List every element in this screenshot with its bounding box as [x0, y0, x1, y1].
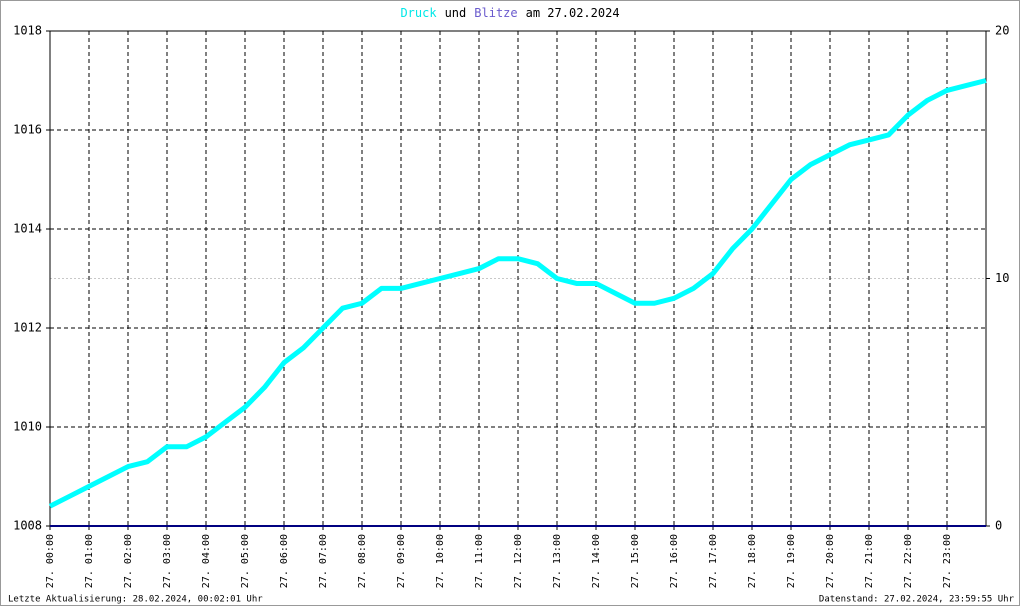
x-tick-label: 27. 10:00 — [435, 534, 446, 588]
title-part: Druck — [400, 6, 437, 20]
y-tick-label: 1012 — [13, 321, 42, 335]
chart-title: Druck und Blitze am 27.02.2024 — [400, 6, 619, 20]
x-tick-label: 27. 01:00 — [84, 534, 95, 588]
x-tick-label: 27. 05:00 — [240, 534, 251, 588]
x-tick-label: 27. 07:00 — [318, 534, 329, 588]
x-tick-label: 27. 12:00 — [513, 534, 524, 588]
y2-tick-label: 20 — [995, 24, 1009, 38]
x-tick-label: 27. 18:00 — [747, 534, 758, 588]
x-tick-label: 27. 19:00 — [786, 534, 797, 588]
x-tick-label: 27. 13:00 — [552, 534, 563, 588]
y2-tick-label: 0 — [995, 519, 1002, 533]
title-part: und — [445, 6, 467, 20]
x-tick-label: 27. 09:00 — [396, 534, 407, 588]
y2-tick-label: 10 — [995, 271, 1009, 285]
x-tick-label: 27. 17:00 — [708, 534, 719, 588]
title-part: am 27.02.2024 — [526, 6, 620, 20]
x-tick-label: 27. 11:00 — [474, 534, 485, 588]
x-tick-label: 27. 23:00 — [942, 534, 953, 588]
y-tick-label: 1008 — [13, 519, 42, 533]
series-line — [48, 78, 987, 509]
x-tick-label: 27. 06:00 — [279, 534, 290, 588]
x-tick-label: 27. 16:00 — [669, 534, 680, 588]
x-tick-label: 27. 00:00 — [45, 534, 56, 588]
x-tick-label: 27. 15:00 — [630, 534, 641, 588]
x-tick-label: 27. 02:00 — [123, 534, 134, 588]
x-tick-label: 27. 03:00 — [162, 534, 173, 588]
x-tick-label: 27. 04:00 — [201, 534, 212, 588]
y-tick-label: 1018 — [13, 24, 42, 38]
title-part: Blitze — [474, 6, 517, 20]
x-tick-label: 27. 21:00 — [864, 534, 875, 588]
footer-left: Letzte Aktualisierung: 28.02.2024, 00:02… — [8, 595, 263, 605]
x-tick-label: 27. 22:00 — [903, 534, 914, 588]
y-tick-label: 1016 — [13, 123, 42, 137]
y-tick-label: 1010 — [13, 420, 42, 434]
y-tick-label: 1014 — [13, 222, 42, 236]
x-tick-label: 27. 08:00 — [357, 534, 368, 588]
x-tick-label: 27. 14:00 — [591, 534, 602, 588]
footer-right: Datenstand: 27.02.2024, 23:59:55 Uhr — [819, 595, 1015, 605]
x-tick-label: 27. 20:00 — [825, 534, 836, 588]
